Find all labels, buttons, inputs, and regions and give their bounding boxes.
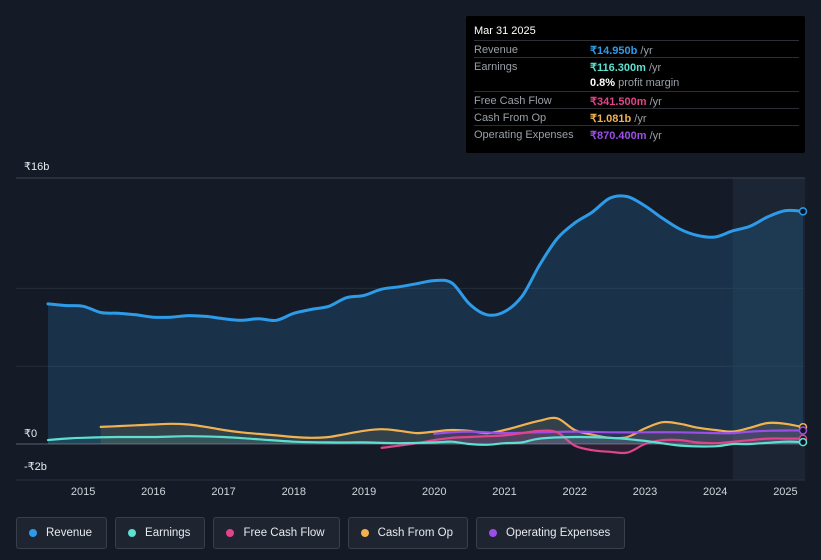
x-tick-label: 2018 — [282, 486, 306, 498]
tooltip-panel: Mar 31 2025 Revenue ₹14.950b /yr Earning… — [466, 16, 805, 153]
tooltip-value-margin: 0.8% profit margin — [590, 77, 680, 89]
series-area-free-cash-flow — [381, 430, 803, 454]
legend-label: Free Cash Flow — [243, 527, 325, 539]
legend-label: Operating Expenses — [506, 527, 611, 539]
legend-item-earnings[interactable]: Earnings — [115, 517, 206, 549]
tooltip-row-fcf: Free Cash Flow ₹341.500m /yr — [474, 91, 799, 109]
legend: Revenue Earnings Free Cash Flow Cash Fro… — [16, 517, 626, 549]
cash-from-op-dot-icon — [360, 529, 369, 537]
x-tick-label: 2016 — [141, 486, 165, 498]
legend-label: Revenue — [46, 527, 93, 539]
tooltip-label: Revenue — [474, 44, 519, 56]
tooltip-label: Earnings — [474, 61, 518, 73]
tooltip-value-opex: ₹870.400m /yr — [590, 130, 662, 142]
x-tick-label: 2020 — [422, 486, 446, 498]
tooltip-row-revenue: Revenue ₹14.950b /yr — [474, 40, 799, 58]
legend-item-revenue[interactable]: Revenue — [16, 517, 108, 549]
series-area-revenue — [48, 195, 803, 444]
series-endpoint-operating-expenses — [798, 426, 808, 435]
x-tick-label: 2025 — [773, 486, 797, 498]
series-line-revenue — [46, 194, 805, 322]
legend-item-operating-expenses[interactable]: Operating Expenses — [476, 517, 626, 549]
operating-expenses-dot-icon — [489, 529, 498, 537]
x-tick-label: 2019 — [352, 486, 376, 498]
tooltip-row-margin: 0.8% profit margin — [474, 74, 799, 91]
tooltip-date: Mar 31 2025 — [474, 25, 536, 37]
tooltip-row-opex: Operating Expenses ₹870.400m /yr — [474, 125, 799, 143]
tooltip-label: Operating Expenses — [474, 129, 574, 141]
free-cash-flow-dot-icon — [226, 529, 235, 537]
series-line-free-cash-flow — [380, 429, 805, 455]
tooltip-label: Cash From Op — [474, 112, 547, 124]
y-tick-label-zero: ₹0 — [24, 428, 38, 440]
legend-item-cash-from-op[interactable]: Cash From Op — [347, 517, 469, 549]
series-endpoint-revenue — [798, 207, 808, 216]
tooltip-row-earnings: Earnings ₹116.300m /yr — [474, 57, 799, 75]
x-tick-label: 2015 — [71, 486, 95, 498]
legend-item-free-cash-flow[interactable]: Free Cash Flow — [213, 517, 340, 549]
series-endpoint-earnings — [798, 437, 808, 447]
x-tick-label: 2023 — [633, 486, 657, 498]
y-tick-label-top: ₹16b — [24, 161, 50, 173]
x-tick-label: 2024 — [703, 486, 727, 498]
revenue-dot-icon — [29, 529, 37, 537]
earnings-dot-icon — [128, 529, 137, 537]
tooltip-row-cfo: Cash From Op ₹1.081b /yr — [474, 108, 799, 126]
y-tick-label-bottom: -₹2b — [24, 461, 47, 473]
tooltip-value-revenue: ₹14.950b /yr — [590, 45, 653, 57]
x-tick-label: 2017 — [211, 486, 235, 498]
x-tick-label: 2021 — [492, 486, 516, 498]
tooltip-value-fcf: ₹341.500m /yr — [590, 96, 662, 108]
tooltip-label: Free Cash Flow — [474, 95, 552, 107]
tooltip-value-earnings: ₹116.300m /yr — [590, 62, 662, 74]
series-line-earnings — [46, 435, 805, 448]
legend-label: Earnings — [145, 527, 191, 539]
x-tick-label: 2022 — [563, 486, 587, 498]
tooltip-value-cfo: ₹1.081b /yr — [590, 113, 647, 125]
series-line-operating-expenses — [433, 429, 805, 435]
series-line-cash-from-op — [99, 416, 805, 440]
legend-label: Cash From Op — [377, 527, 454, 539]
